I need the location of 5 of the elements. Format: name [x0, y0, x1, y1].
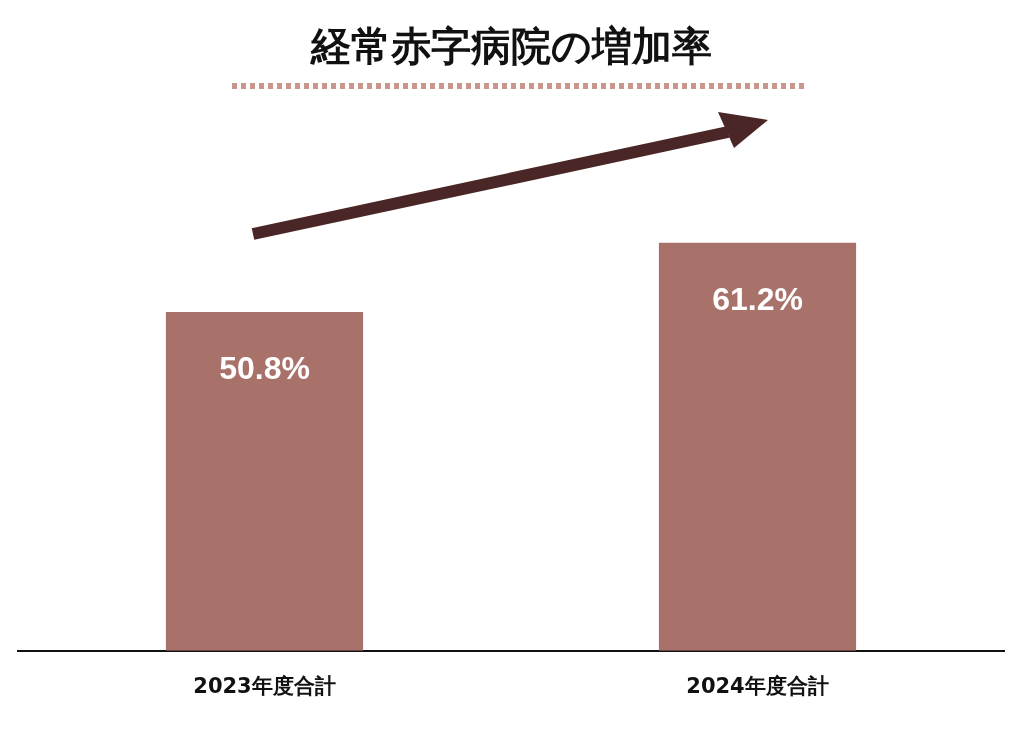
x-tick-label: 2024年度合計	[686, 673, 829, 698]
x-tick-label: 2023年度合計	[193, 673, 336, 698]
data-label: 50.8%	[219, 349, 310, 386]
chart-title: 経常赤字病院の増加率	[309, 23, 712, 70]
data-label: 61.2%	[712, 280, 803, 317]
